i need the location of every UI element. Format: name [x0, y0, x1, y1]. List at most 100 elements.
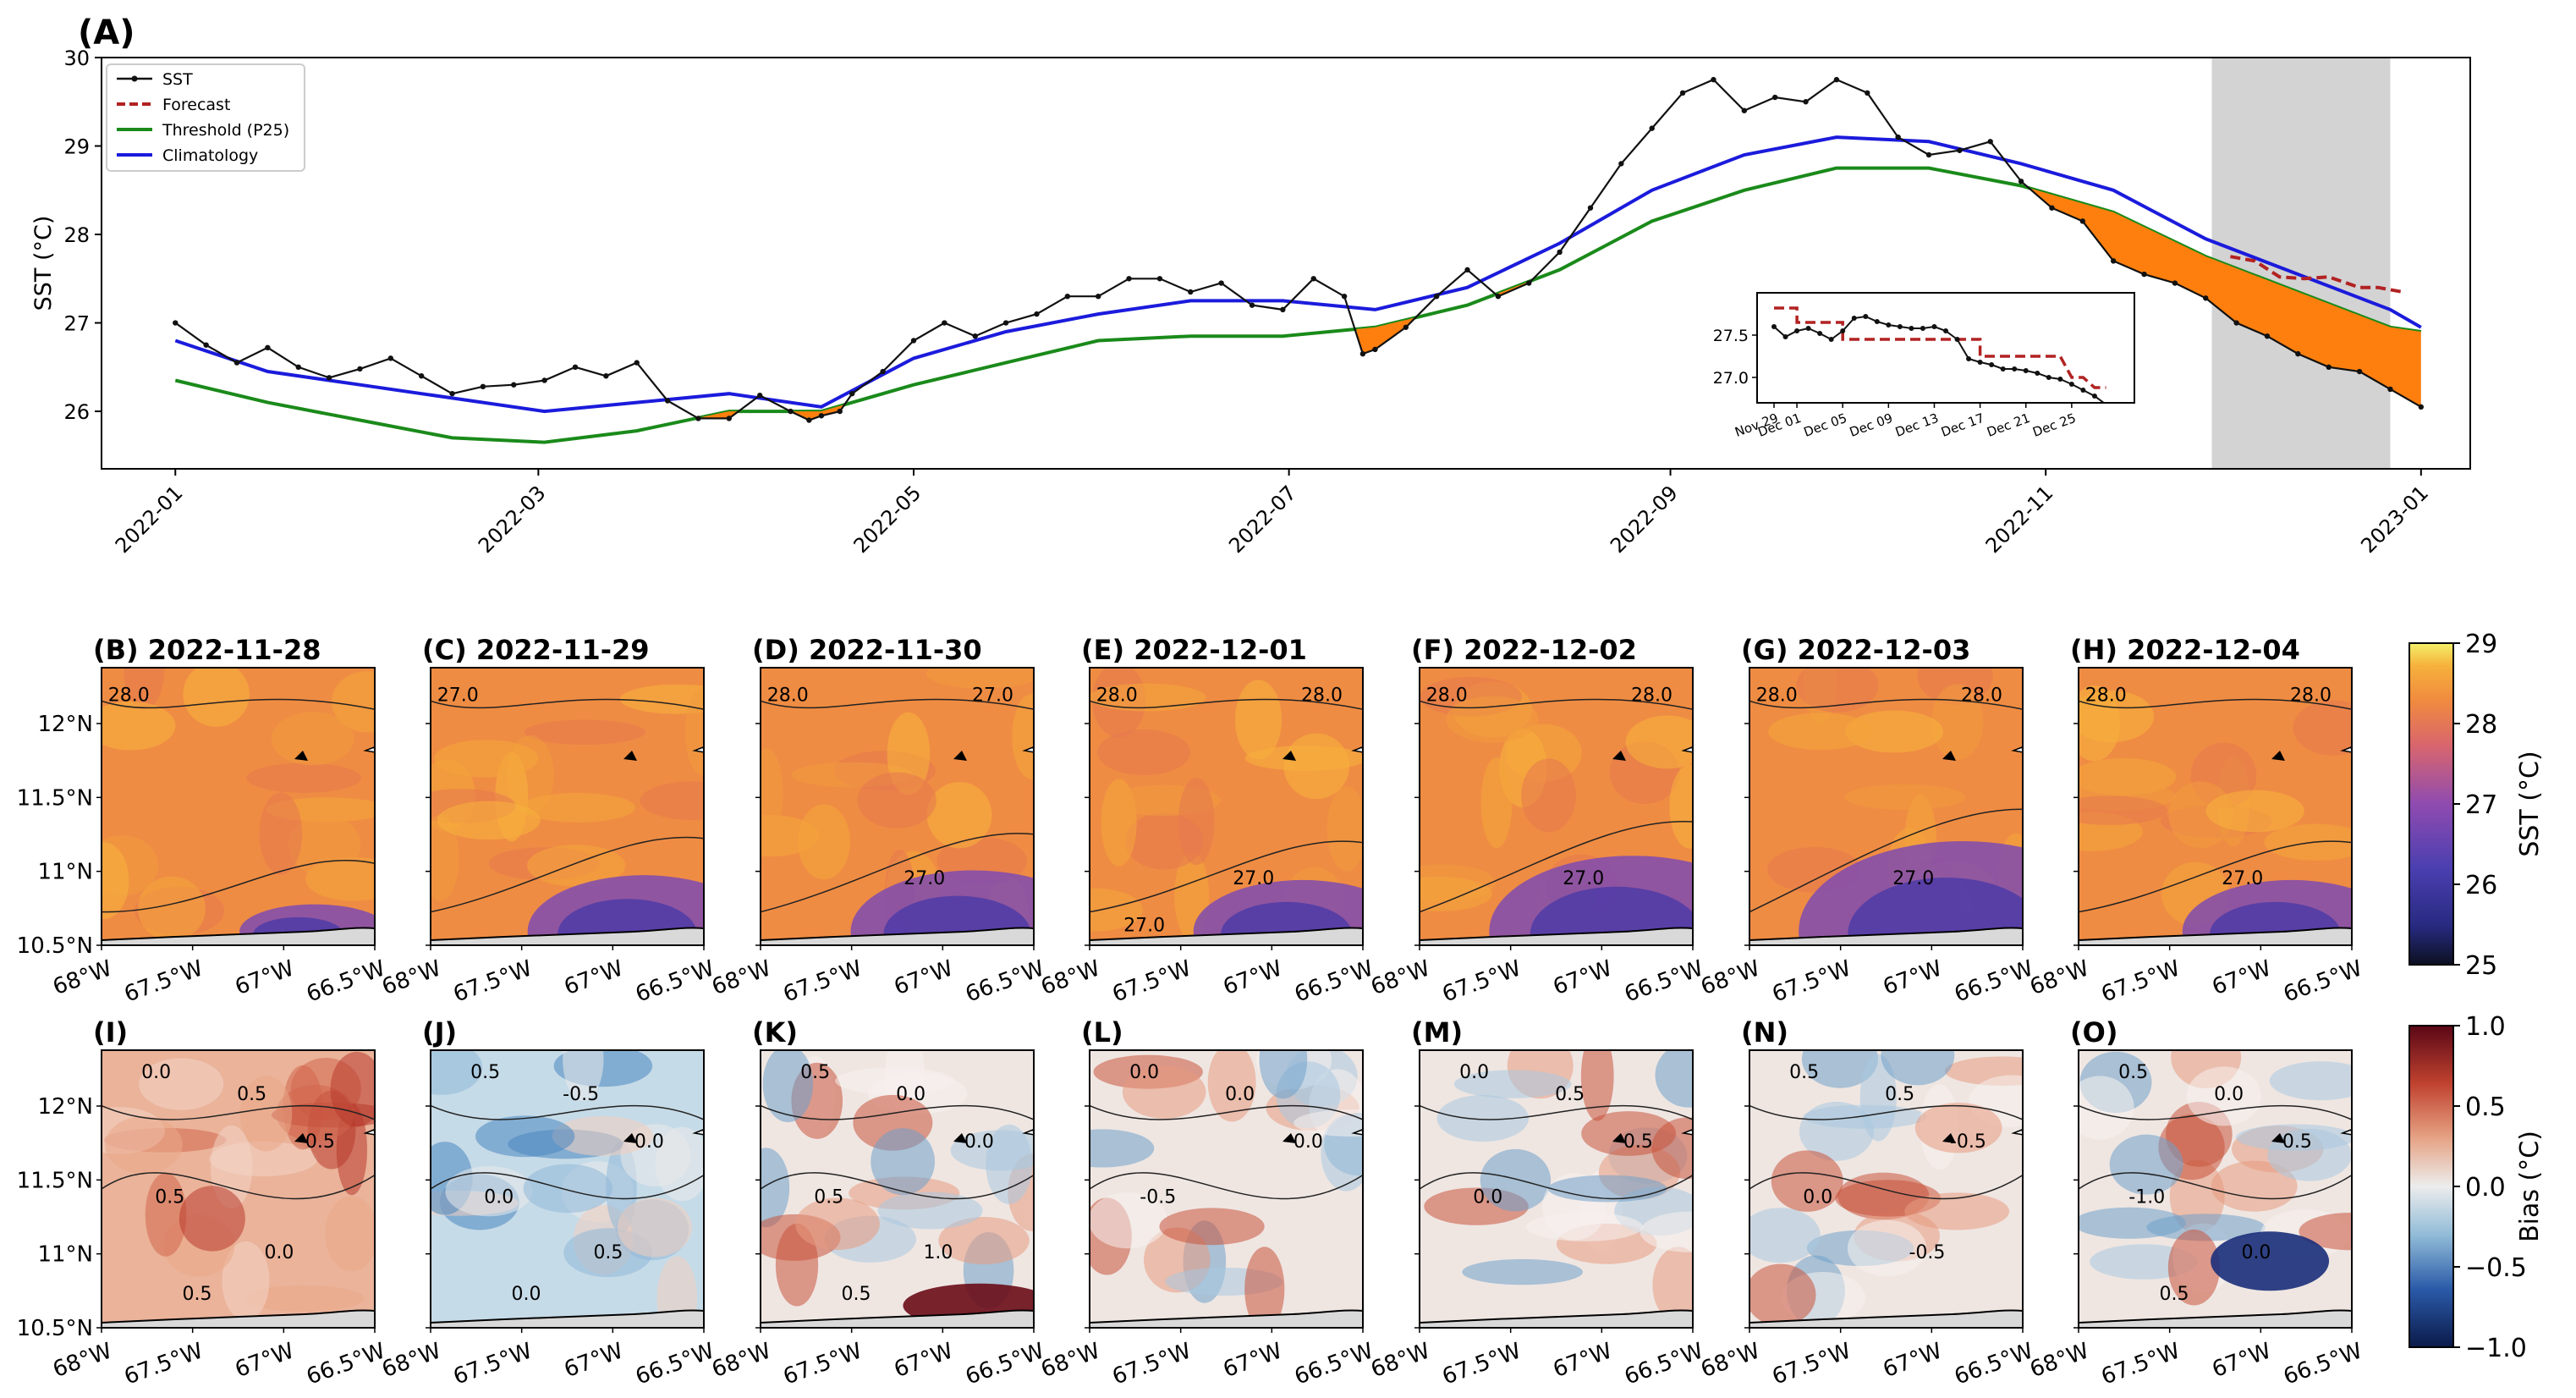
contour-label: 28.0: [767, 685, 809, 706]
map-frame: [2078, 1049, 2353, 1329]
sst-point: [726, 416, 733, 421]
strong-cold-bias: [2211, 1231, 2330, 1291]
contour-label: 28.0: [2290, 685, 2332, 706]
sst-point: [1649, 125, 1655, 131]
x-tick-label: 2022-05: [849, 481, 926, 558]
sst-map-panel: 28.0 28.0 27.0 (G) 2022-12-03 68°W 67.5°W 67°W…: [1698, 634, 2037, 1008]
map-x-tick-label: 67.5°W: [1769, 955, 1854, 1007]
map-field-blob: [475, 1115, 575, 1158]
sst-point: [1359, 350, 1366, 357]
map-x-tick-label: 66.5°W: [1621, 1338, 1706, 1390]
map-field-blob: [433, 740, 539, 778]
map-field-blob: [2079, 1076, 2134, 1140]
inset-x-tick-label: Dec 17: [1939, 410, 1986, 440]
contour-label: 0.5: [2118, 1062, 2148, 1083]
sst-markers: [173, 76, 2425, 423]
contour-label: 27.0: [1233, 868, 1274, 889]
map-field-blob: [2293, 700, 2352, 756]
map-x-tick-label: 67°W: [561, 955, 627, 1000]
inset-sst-point: [2104, 402, 2108, 403]
map-x-tick-label: 67°W: [891, 955, 957, 1000]
map-field-blob: [1904, 1192, 2010, 1230]
bias-contour: [431, 1172, 704, 1200]
sst-colorbar-label: SST (°C): [2515, 751, 2545, 856]
inset-sst-point: [1874, 319, 1880, 324]
map-x-tick-label: 67.5°W: [1109, 1338, 1195, 1390]
contour-label: -1.0: [2128, 1186, 2165, 1208]
map-field-blob: [986, 1124, 1033, 1204]
sst-point: [1002, 320, 1009, 326]
inset-sst-point: [1805, 326, 1811, 331]
map-x-tick-label: 67°W: [891, 1338, 957, 1383]
sst-point: [2049, 205, 2055, 211]
sst-point: [2418, 404, 2425, 410]
map-field-blob: [2167, 1229, 2221, 1306]
sst-point: [1833, 76, 1840, 83]
contour-label: 0.5: [305, 1131, 335, 1153]
sst-point: [1495, 293, 1502, 300]
sst-point: [634, 360, 640, 366]
bias-map-field: 0.5 -0.5 0.0 0.0 0.5 0.0: [431, 1050, 704, 1328]
map-field-blob: [1625, 715, 1693, 769]
map-field-blob: [183, 668, 250, 727]
island: [1283, 1133, 1296, 1143]
island: [953, 1133, 967, 1143]
y-tick-label: 27: [63, 312, 90, 336]
map-title: (M): [1411, 1016, 1463, 1048]
map-x-tick-label: 67°W: [1880, 1338, 1946, 1383]
map-field-blob: [761, 748, 783, 839]
bias-contour: [2079, 1104, 2352, 1120]
map-y-tick-label: 10.5°N: [17, 933, 93, 959]
inset-sst-point: [1943, 328, 1948, 333]
map-frame: [101, 667, 376, 946]
island: [2340, 746, 2352, 753]
contour-label: 0.0: [1459, 1062, 1489, 1083]
panel-a-frame: [101, 57, 2471, 470]
colorbar-tick-label: 29: [2465, 630, 2497, 659]
map-field-blob: [1122, 1065, 1206, 1119]
map-y-tick-label: 11°N: [37, 860, 93, 885]
contour-label: 0.5: [183, 1284, 212, 1305]
y-tick-label: 30: [63, 47, 90, 70]
bias-map-panel: 0.5 0.5 -0.5 0.0 -0.5 (N) 68°W 67.5°W 67°W 66.5°W: [1698, 1016, 2037, 1390]
map-field-blob: [835, 1067, 954, 1095]
inset-sst-point: [1828, 337, 1834, 342]
contour-27: [761, 833, 1034, 913]
sst-map-panel: 28.0 (B) 2022-11-28 12°N 11.5°N 11°N 10.5°N68…: [17, 634, 389, 1008]
colorbar-tick-label: 26: [2465, 871, 2497, 900]
sst-point: [1741, 107, 1748, 113]
coastline-land: [1090, 1309, 1363, 1328]
bias-contour: [2079, 1172, 2352, 1200]
map-x-tick-label: 67°W: [2209, 1338, 2275, 1383]
sst-point: [1957, 147, 1963, 153]
sst-point: [910, 338, 917, 344]
contour-label: 0.0: [896, 1084, 925, 1105]
sst-point: [1249, 302, 1255, 308]
sst-point: [2326, 364, 2332, 371]
map-x-tick-label: 66.5°W: [962, 955, 1047, 1007]
map-field-blob: [1844, 784, 1966, 811]
bias-map-panel: 0.0 0.5 0.5 0.0 (M) 68°W 67.5°W 67°W 66.5°W: [1368, 1016, 1707, 1390]
inset-sst-point: [1794, 328, 1800, 333]
map-title: (C) 2022-11-29: [422, 634, 650, 666]
map-x-tick-label: 67.5°W: [121, 955, 206, 1007]
map-field-blob: [1640, 1211, 1693, 1252]
sst-point: [788, 408, 794, 415]
map-frame: [1089, 667, 1364, 946]
island: [1351, 746, 1363, 753]
map-x-tick-label: 67.5°W: [121, 1338, 206, 1390]
map-field-blob: [617, 1197, 692, 1258]
contour-label: 0.0: [634, 1131, 664, 1153]
legend-sst: SST: [162, 70, 193, 89]
contour-label: 0.5: [1885, 1084, 1914, 1105]
map-x-tick-label: 67°W: [1550, 955, 1616, 1000]
sst-point: [1064, 293, 1071, 300]
map-x-tick-label: 68°W: [1368, 955, 1434, 1000]
island: [363, 746, 375, 753]
coastline-land: [1749, 927, 2023, 945]
contour-28: [761, 698, 1034, 710]
map-frame: [430, 1049, 705, 1329]
map-field-blob: [524, 719, 646, 746]
bias-map-panel: 0.0 0.0 0.0 -0.5 (L) 68°W 67.5°W 67°W 66.5°W: [1038, 1016, 1377, 1390]
map-field-blob: [1480, 1148, 1552, 1212]
